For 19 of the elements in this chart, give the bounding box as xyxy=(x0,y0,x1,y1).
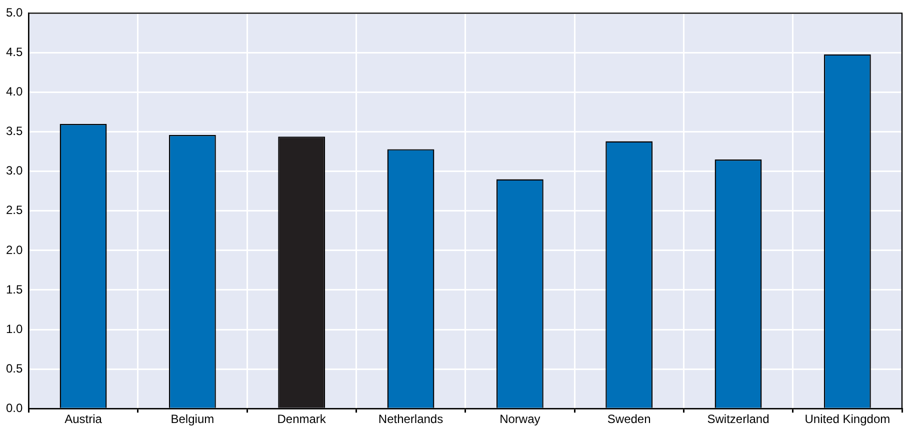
y-tick-label: 1.5 xyxy=(6,282,23,296)
y-tick-label: 3.0 xyxy=(6,164,23,178)
y-tick-label: 0.0 xyxy=(6,400,23,415)
y-tick-label: 4.0 xyxy=(6,84,23,99)
y-tick-label: 5.0 xyxy=(6,6,23,20)
y-tick-label: 2.0 xyxy=(6,242,23,257)
y-tick-label: 2.5 xyxy=(6,203,23,218)
y-tick-label: 1.0 xyxy=(6,322,23,336)
x-tick-label: Netherlands xyxy=(378,412,444,426)
x-tick-label: Denmark xyxy=(277,412,327,426)
y-tick-label: 3.5 xyxy=(6,124,23,138)
y-tick-label: 4.5 xyxy=(6,45,23,60)
x-tick-label: Belgium xyxy=(170,412,214,426)
x-tick-label: United Kingdom xyxy=(804,412,890,426)
x-tick-label: Switzerland xyxy=(707,412,770,426)
x-tick-label: Austria xyxy=(64,412,102,426)
y-tick-label: 0.5 xyxy=(6,361,23,376)
x-tick-label: Sweden xyxy=(607,412,651,426)
x-tick-label: Norway xyxy=(500,412,540,426)
